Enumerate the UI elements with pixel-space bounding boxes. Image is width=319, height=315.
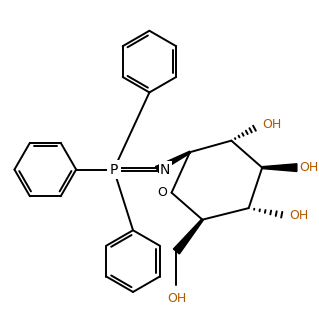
Text: P: P — [109, 163, 118, 176]
Text: O: O — [157, 186, 167, 199]
Polygon shape — [262, 164, 297, 171]
Polygon shape — [156, 151, 190, 173]
Text: P: P — [109, 163, 118, 176]
Text: OH: OH — [289, 209, 308, 222]
Text: OH: OH — [299, 161, 318, 174]
Text: N: N — [160, 163, 170, 176]
Text: OH: OH — [262, 118, 281, 131]
Text: OH: OH — [167, 292, 186, 305]
Text: N: N — [160, 163, 170, 176]
Polygon shape — [174, 219, 203, 254]
